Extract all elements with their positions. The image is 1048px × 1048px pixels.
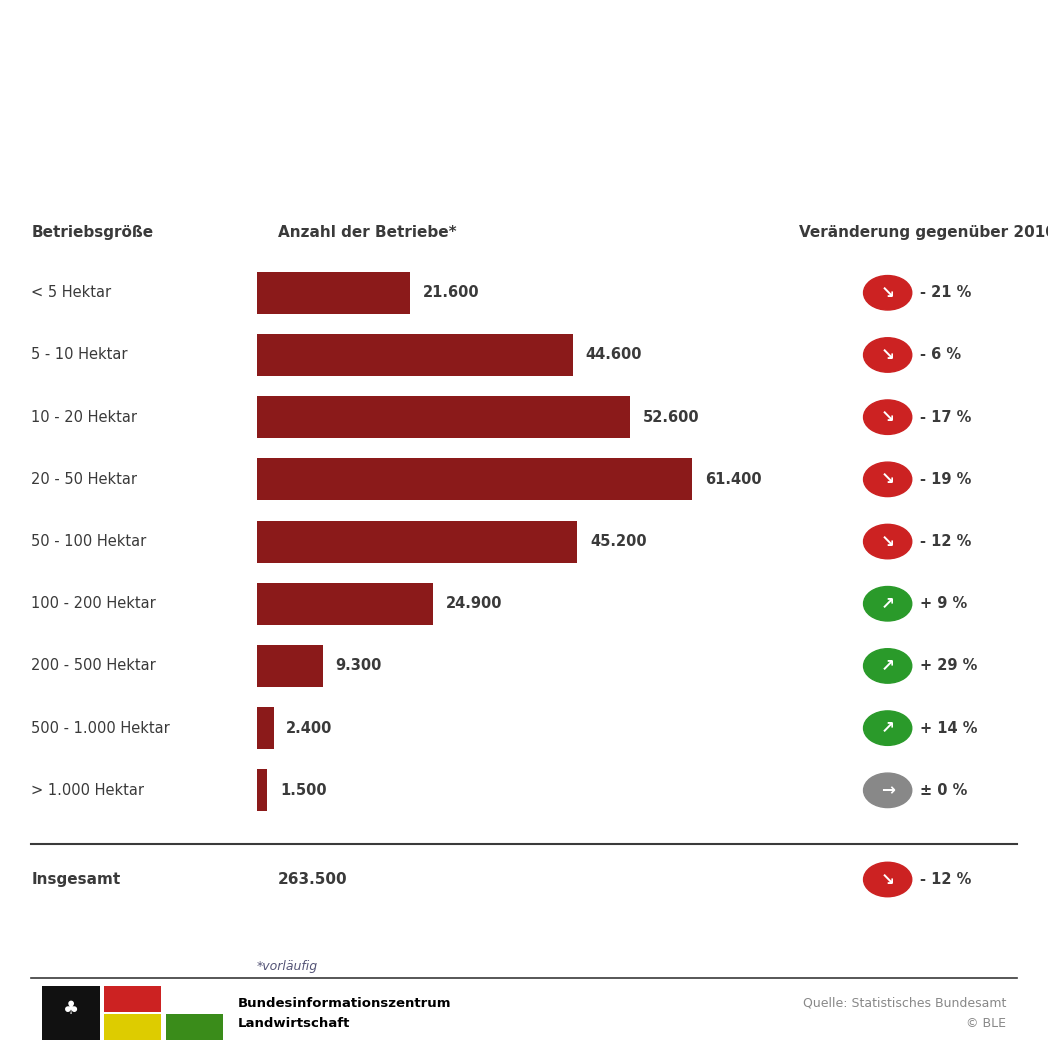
Text: ♣: ♣ — [63, 1000, 79, 1019]
Bar — [257, 271, 410, 313]
Text: > 1.000 Hektar: > 1.000 Hektar — [31, 783, 145, 798]
Text: Anzahl und Größe landwirtschaftlicher: Anzahl und Größe landwirtschaftlicher — [42, 43, 945, 85]
Text: 45.200: 45.200 — [590, 534, 647, 549]
Text: 5 - 10 Hektar: 5 - 10 Hektar — [31, 348, 128, 363]
Text: ↗: ↗ — [880, 719, 895, 737]
Text: 24.900: 24.900 — [446, 596, 502, 611]
Text: ↘: ↘ — [880, 284, 895, 302]
Text: 52.600: 52.600 — [642, 410, 699, 424]
Bar — [104, 1014, 161, 1040]
Circle shape — [864, 773, 912, 808]
Text: - 17 %: - 17 % — [920, 410, 971, 424]
Text: 2.400: 2.400 — [286, 721, 332, 736]
Bar — [166, 1014, 223, 1040]
Bar — [257, 769, 267, 811]
Text: Betriebe in Deutschland 2020: Betriebe in Deutschland 2020 — [42, 123, 739, 165]
Text: + 29 %: + 29 % — [920, 658, 978, 674]
Text: ↘: ↘ — [880, 471, 895, 488]
Text: ↗: ↗ — [880, 657, 895, 675]
Text: ↘: ↘ — [880, 408, 895, 427]
Text: 21.600: 21.600 — [422, 285, 479, 301]
Text: Betriebsgröße: Betriebsgröße — [31, 225, 154, 240]
Text: - 6 %: - 6 % — [920, 348, 961, 363]
Text: 61.400: 61.400 — [705, 472, 762, 487]
Text: - 12 %: - 12 % — [920, 872, 971, 887]
Circle shape — [864, 587, 912, 621]
Text: < 5 Hektar: < 5 Hektar — [31, 285, 111, 301]
Bar — [257, 707, 274, 749]
Bar — [257, 521, 577, 563]
Text: 263.500: 263.500 — [278, 872, 347, 887]
Text: - 12 %: - 12 % — [920, 534, 971, 549]
Text: 9.300: 9.300 — [335, 658, 381, 674]
Circle shape — [864, 863, 912, 897]
Text: 500 - 1.000 Hektar: 500 - 1.000 Hektar — [31, 721, 170, 736]
Text: + 14 %: + 14 % — [920, 721, 978, 736]
Text: Bundesinformationszentrum: Bundesinformationszentrum — [238, 997, 452, 1009]
Text: © BLE: © BLE — [966, 1017, 1006, 1029]
Text: + 9 %: + 9 % — [920, 596, 967, 611]
Text: ↘: ↘ — [880, 871, 895, 889]
Text: Anzahl der Betriebe*: Anzahl der Betriebe* — [278, 225, 456, 240]
Text: 50 - 100 Hektar: 50 - 100 Hektar — [31, 534, 147, 549]
Text: 20 - 50 Hektar: 20 - 50 Hektar — [31, 472, 137, 487]
Text: Quelle: Statistisches Bundesamt: Quelle: Statistisches Bundesamt — [803, 997, 1006, 1009]
Text: 1.500: 1.500 — [280, 783, 327, 798]
Text: ↘: ↘ — [880, 532, 895, 550]
Circle shape — [864, 337, 912, 372]
Bar — [257, 458, 693, 500]
Text: - 19 %: - 19 % — [920, 472, 971, 487]
Bar — [104, 986, 161, 1012]
Text: Insgesamt: Insgesamt — [31, 872, 121, 887]
Text: →: → — [880, 782, 895, 800]
Text: ↗: ↗ — [880, 595, 895, 613]
Circle shape — [864, 524, 912, 559]
Circle shape — [864, 462, 912, 497]
Circle shape — [864, 276, 912, 310]
Text: Veränderung gegenüber 2010: Veränderung gegenüber 2010 — [799, 225, 1048, 240]
Bar — [257, 583, 434, 625]
Text: ↘: ↘ — [880, 346, 895, 364]
Text: *vorläufig: *vorläufig — [257, 960, 318, 973]
Bar — [257, 645, 323, 686]
Text: 10 - 20 Hektar: 10 - 20 Hektar — [31, 410, 137, 424]
Text: Landwirtschaft: Landwirtschaft — [238, 1017, 350, 1029]
Text: ± 0 %: ± 0 % — [920, 783, 967, 798]
Text: 100 - 200 Hektar: 100 - 200 Hektar — [31, 596, 156, 611]
Circle shape — [864, 400, 912, 435]
Bar — [42, 986, 100, 1040]
Bar — [257, 334, 573, 376]
Text: - 21 %: - 21 % — [920, 285, 971, 301]
Text: 200 - 500 Hektar: 200 - 500 Hektar — [31, 658, 156, 674]
Circle shape — [864, 649, 912, 683]
Text: 44.600: 44.600 — [586, 348, 642, 363]
Bar — [257, 396, 630, 438]
Circle shape — [864, 711, 912, 745]
